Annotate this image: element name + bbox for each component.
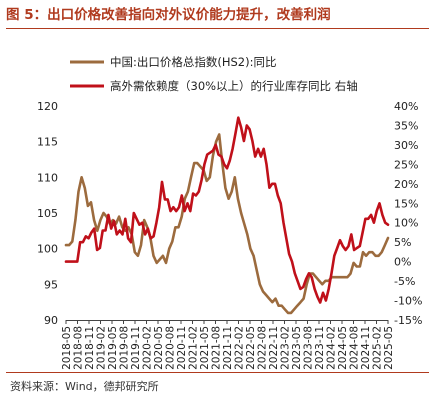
- y-left-tick-label: 120: [37, 100, 58, 113]
- legend-label-0: 中国:出口价格总指数(HS2):同比: [110, 55, 277, 69]
- y-right-tick-label: 5%: [394, 236, 411, 249]
- figure-title: 图 5：出口价格改善指向对外议价能力提升，改善利润: [6, 7, 331, 23]
- x-tick-label: 2023-08: [303, 326, 315, 370]
- x-tick-label: 2020-02: [142, 326, 154, 370]
- y-left-tick-label: 105: [37, 207, 58, 220]
- series-line-export-price: [64, 133, 390, 315]
- x-tick-label: 2019-02: [96, 326, 108, 370]
- y-right-tick-label: 40%: [394, 100, 418, 113]
- x-tick-label: 2020-08: [165, 326, 177, 370]
- x-tick-label: 2018-08: [73, 326, 85, 370]
- y-left-tick-label: 95: [44, 278, 58, 291]
- y-right-tick-label: 20%: [394, 178, 418, 191]
- x-tick-label: 2019-11: [130, 326, 142, 370]
- x-tick-label: 2025-02: [372, 326, 384, 370]
- x-tick-label: 2024-11: [360, 326, 372, 370]
- x-tick-label: 2024-05: [337, 326, 349, 370]
- y-right-tick-label: 30%: [394, 139, 418, 152]
- y-right-tick-label: -5%: [394, 275, 415, 288]
- x-tick-label: 2020-05: [153, 326, 165, 370]
- x-tick-label: 2023-05: [291, 326, 303, 370]
- x-tick-label: 2021-11: [222, 326, 234, 370]
- x-tick-label: 2024-08: [349, 326, 361, 370]
- x-tick-label: 2021-08: [211, 326, 223, 370]
- y-right-tick-label: 10%: [394, 217, 418, 230]
- legend-label-1: 高外需依赖度（30%以上）的行业库存同比 右轴: [110, 79, 358, 93]
- x-tick-label: 2020-11: [176, 326, 188, 370]
- x-tick-label: 2022-11: [268, 326, 280, 370]
- x-tick-label: 2018-05: [61, 326, 73, 370]
- y-right-tick-label: 15%: [394, 197, 418, 210]
- x-tick-label: 2022-05: [245, 326, 257, 370]
- x-tick-label: 2024-02: [326, 326, 338, 370]
- y-right-tick-label: 0%: [394, 256, 411, 269]
- y-right-tick-label: 35%: [394, 119, 418, 132]
- y-right-tick-label: -15%: [394, 314, 422, 327]
- x-tick-label: 2025-05: [383, 326, 395, 370]
- x-tick-label: 2022-08: [257, 326, 269, 370]
- footer-divider: [6, 372, 429, 373]
- x-tick-label: 2019-05: [107, 326, 119, 370]
- y-left-tick-label: 115: [37, 136, 58, 149]
- y-left-tick-label: 90: [44, 314, 58, 327]
- x-tick-label: 2021-02: [188, 326, 200, 370]
- legend: 中国:出口价格总指数(HS2):同比 高外需依赖度（30%以上）的行业库存同比 …: [70, 55, 358, 93]
- y-right-tick-label: 25%: [394, 158, 418, 171]
- series-line-inventory: [64, 116, 390, 304]
- y-left-tick-label: 100: [37, 243, 58, 256]
- x-tick-label: 2022-02: [234, 326, 246, 370]
- x-tick-label: 2019-08: [119, 326, 131, 370]
- x-tick-label: 2023-11: [314, 326, 326, 370]
- x-tick-label: 2021-05: [199, 326, 211, 370]
- y-right-tick-label: -10%: [394, 295, 422, 308]
- x-tick-label: 2023-02: [280, 326, 292, 370]
- title-divider: [6, 28, 429, 29]
- y-left-tick-label: 110: [37, 171, 58, 184]
- source-note: 资料来源：Wind，德邦研究所: [10, 380, 159, 393]
- x-tick-label: 2018-11: [84, 326, 96, 370]
